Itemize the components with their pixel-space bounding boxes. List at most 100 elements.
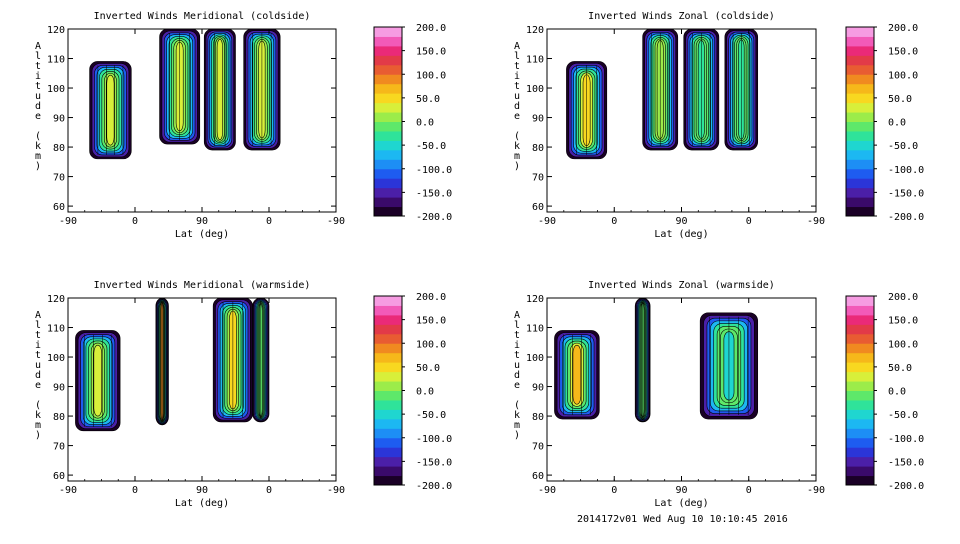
colorbar-label: 50.0 — [888, 94, 912, 105]
y-tick-label: 70 — [53, 173, 65, 184]
colorbar-label: -100.0 — [888, 165, 924, 176]
colorbar-swatch — [374, 149, 402, 160]
colorbar-swatch — [846, 456, 874, 467]
y-tick-label: 110 — [47, 324, 65, 335]
colorbar-label: 200.0 — [416, 292, 446, 303]
y-tick-label: 90 — [532, 114, 544, 125]
colorbar-swatch — [374, 197, 402, 208]
colorbar-label: 0.0 — [888, 118, 906, 129]
colorbar-swatch — [846, 36, 874, 47]
colorbar-swatch — [374, 314, 402, 325]
y-tick-label: 100 — [526, 353, 544, 364]
colorbar-label: -150.0 — [888, 457, 924, 468]
colorbar-swatch — [846, 121, 874, 132]
y-tick-label: 110 — [47, 55, 65, 66]
colorbar-swatch — [846, 447, 874, 458]
colorbar-swatch — [846, 362, 874, 373]
x-tick-label: -90 — [59, 485, 77, 496]
colorbar-swatch — [374, 390, 402, 401]
colorbar-label: -50.0 — [416, 141, 446, 152]
colorbar-label: 150.0 — [416, 47, 446, 58]
x-tick-label: 90 — [196, 485, 208, 496]
y-tick-label: 90 — [53, 114, 65, 125]
colorbar-swatch — [374, 93, 402, 104]
y-tick-label: 110 — [526, 55, 544, 66]
x-tick-label: 0 — [132, 485, 138, 496]
colorbar-swatch — [846, 130, 874, 141]
contour-level — [572, 344, 582, 405]
colorbar-swatch — [374, 55, 402, 66]
y-tick-label: 120 — [47, 25, 65, 36]
colorbar-swatch — [846, 428, 874, 439]
colorbar-label: -100.0 — [416, 434, 452, 445]
y-tick-label: 80 — [53, 412, 65, 423]
colorbar-swatch — [846, 352, 874, 363]
x-axis-label: Lat (deg) — [175, 229, 229, 240]
colorbar-swatch — [846, 55, 874, 66]
colorbar-label: 150.0 — [416, 316, 446, 327]
colorbar-label: -50.0 — [416, 410, 446, 421]
colorbar-swatch — [846, 381, 874, 391]
colorbar-swatch — [846, 343, 874, 354]
panel-4: -90 0 90 0 -90 60 70 80 90 100 110 120 Inverted Wind… — [514, 280, 924, 509]
colorbar-swatch — [846, 305, 874, 316]
colorbar-swatch — [846, 45, 874, 56]
x-tick-label: -90 — [807, 485, 825, 496]
colorbar-label: -100.0 — [416, 165, 452, 176]
x-axis-label: Lat (deg) — [654, 498, 708, 509]
plot-area — [554, 298, 759, 423]
x-tick-label: -90 — [538, 485, 556, 496]
colorbar-swatch — [374, 102, 402, 113]
colorbar-swatch — [374, 206, 402, 217]
y-tick-label: 80 — [53, 143, 65, 154]
colorbar-swatch — [846, 112, 874, 122]
colorbar-swatch — [846, 102, 874, 113]
colorbar-swatch — [374, 447, 402, 458]
y-tick-label: 60 — [53, 202, 65, 213]
colorbar-label: 150.0 — [888, 316, 918, 327]
colorbar-label: 0.0 — [416, 118, 434, 129]
colorbar-swatch — [846, 83, 874, 94]
colorbar-swatch — [846, 371, 874, 382]
y-tick-label: 100 — [47, 84, 65, 95]
y-tick-label: 60 — [532, 202, 544, 213]
colorbar-swatch — [374, 74, 402, 85]
plot-area — [566, 29, 759, 160]
y-tick-label: 120 — [47, 294, 65, 305]
colorbar-swatch — [374, 409, 402, 420]
colorbar-swatch — [846, 206, 874, 217]
colorbar-swatch — [374, 466, 402, 477]
x-tick-label: 0 — [132, 216, 138, 227]
panel-2: -90 0 90 0 -90 60 70 80 90 100 110 120 Inverted Wind… — [514, 11, 924, 240]
contour-level — [216, 38, 223, 141]
colorbar-label: 200.0 — [888, 292, 918, 303]
contour-strip — [554, 330, 600, 420]
colorbar-swatch — [374, 418, 402, 429]
colorbar: 200.0 150.0 100.0 50.0 0.0 -50.0 -100.0 -150.0 -… — [845, 23, 924, 223]
y-tick-label: 80 — [532, 143, 544, 154]
colorbar-swatch — [846, 399, 874, 410]
colorbar: 200.0 150.0 100.0 50.0 0.0 -50.0 -100.0 -150.0 -… — [373, 23, 452, 223]
colorbar-swatch — [374, 475, 402, 486]
colorbar-label: 50.0 — [888, 363, 912, 374]
contour-strip — [642, 29, 679, 151]
colorbar-label: -50.0 — [888, 410, 918, 421]
chart-title: Inverted Winds Meridional (coldside) — [94, 11, 311, 22]
colorbar-label: 0.0 — [416, 387, 434, 398]
colorbar-label: -50.0 — [888, 141, 918, 152]
colorbar-swatch — [846, 178, 874, 189]
colorbar-label: 150.0 — [888, 47, 918, 58]
contour-strip — [634, 298, 651, 423]
x-tick-label: 90 — [196, 216, 208, 227]
y-tick-label: 70 — [53, 442, 65, 453]
colorbar-swatch — [374, 187, 402, 198]
contour-strip — [699, 312, 759, 420]
colorbar-swatch — [846, 159, 874, 170]
colorbar-swatch — [374, 64, 402, 75]
contour-strip — [724, 29, 759, 151]
plot-area — [75, 298, 270, 432]
x-tick-label: 0 — [746, 216, 752, 227]
x-tick-label: -90 — [59, 216, 77, 227]
